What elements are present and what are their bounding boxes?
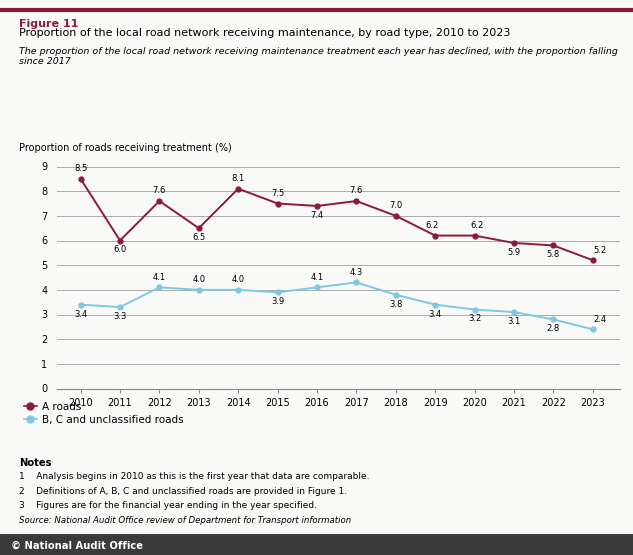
Text: Figure 11: Figure 11 [19,19,78,29]
Text: 6.5: 6.5 [192,233,206,242]
Text: Notes: Notes [19,458,51,468]
Text: 3    Figures are for the financial year ending in the year specified.: 3 Figures are for the financial year end… [19,501,317,510]
Text: 7.5: 7.5 [271,189,284,198]
Text: 2.8: 2.8 [547,324,560,334]
Text: 4.3: 4.3 [350,268,363,277]
Text: 4.0: 4.0 [232,275,245,284]
Text: 7.4: 7.4 [310,211,323,220]
Text: Source: National Audit Office review of Department for Transport information: Source: National Audit Office review of … [19,516,351,524]
Text: 4.1: 4.1 [310,273,323,282]
Text: 3.3: 3.3 [113,312,127,321]
Text: 3.8: 3.8 [389,300,403,309]
Text: 5.2: 5.2 [593,246,606,255]
Text: Proportion of the local road network receiving maintenance, by road type, 2010 t: Proportion of the local road network rec… [19,28,510,38]
Text: 6.2: 6.2 [426,221,439,230]
Text: 7.0: 7.0 [389,201,403,210]
Text: 8.5: 8.5 [74,164,87,173]
Text: 2.4: 2.4 [593,315,606,324]
Text: 8.1: 8.1 [232,174,245,183]
Text: 3.1: 3.1 [507,317,520,326]
Text: 5.8: 5.8 [547,250,560,259]
Text: 3.2: 3.2 [468,315,481,324]
Text: © National Audit Office: © National Audit Office [11,541,144,551]
Text: 3.4: 3.4 [74,310,87,319]
Text: The proportion of the local road network receiving maintenance treatment each ye: The proportion of the local road network… [19,47,618,66]
Text: 3.9: 3.9 [271,297,284,306]
Text: 4.0: 4.0 [192,275,205,284]
Text: 7.6: 7.6 [153,186,166,195]
Text: 6.2: 6.2 [471,221,484,230]
Text: Proportion of roads receiving treatment (%): Proportion of roads receiving treatment … [19,143,232,153]
Text: 5.9: 5.9 [508,248,520,257]
Legend: A roads, B, C and unclassified roads: A roads, B, C and unclassified roads [24,402,184,425]
Text: 7.6: 7.6 [349,186,363,195]
Text: 2    Definitions of A, B, C and unclassified roads are provided in Figure 1.: 2 Definitions of A, B, C and unclassifie… [19,487,347,496]
Text: 4.1: 4.1 [153,273,166,282]
Text: 1    Analysis begins in 2010 as this is the first year that data are comparable.: 1 Analysis begins in 2010 as this is the… [19,472,370,481]
Text: 3.4: 3.4 [429,310,442,319]
Text: 6.0: 6.0 [113,245,127,254]
